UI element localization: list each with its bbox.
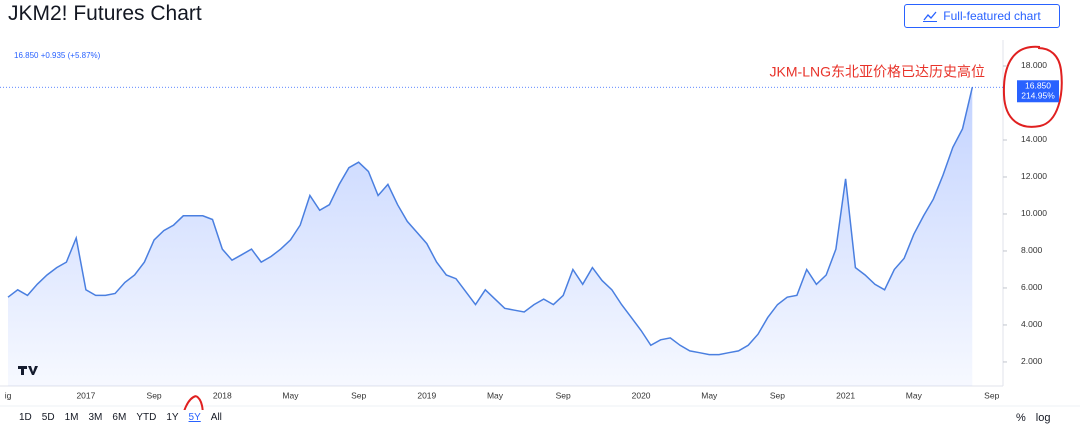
range-button[interactable]: YTD: [136, 412, 157, 423]
annotation: JKM-LNG东北亚价格已达历史高位: [770, 64, 985, 80]
quote: 16.850 +0.935 (+5.87%): [14, 51, 101, 60]
x-tick-label: 2021: [836, 390, 855, 400]
icon: [923, 11, 938, 22]
price-tag-label: 16.850: [1025, 81, 1051, 91]
x-tick-label: Sep: [984, 390, 999, 400]
scale-button[interactable]: %: [1016, 412, 1026, 424]
y-tick-label: 18.000: [1021, 60, 1047, 70]
range-button[interactable]: 3M: [88, 412, 103, 423]
y-tick-label: 12.000: [1021, 171, 1047, 181]
x-tick-label: Sep: [556, 390, 571, 400]
range-bar: 1D 5D 1M 3M 6M YTD 1Y 5Y All: [14, 412, 227, 423]
y-tick-label: 4.000: [1021, 319, 1043, 329]
x-tick-label: 2019: [417, 390, 436, 400]
x-tick-label: Sep: [147, 390, 162, 400]
scale-button[interactable]: log: [1035, 412, 1051, 424]
range-button[interactable]: 5Y: [188, 412, 201, 423]
x-tick-label: 2017: [76, 390, 95, 400]
hand-circle: [1002, 45, 1063, 128]
hand-circle: [183, 395, 204, 410]
chart: JKM-LNG东北亚价格已达历史高位 2.000 4.000 6.000 8.000 1…: [0, 40, 1080, 410]
change-tag-label: 214.95%: [1021, 91, 1055, 101]
y-tick-label: 6.000: [1021, 282, 1043, 292]
x-tick-label: Sep: [351, 390, 366, 400]
range-button[interactable]: 5D: [41, 412, 55, 423]
x-tick-label: 2018: [213, 390, 232, 400]
x-tick-label: May: [701, 390, 718, 400]
range-button[interactable]: 1M: [64, 412, 79, 423]
full-chart-button[interactable]: Full-featured chart: [904, 4, 1060, 28]
y-tick-label: 8.000: [1021, 245, 1043, 255]
button-label: Full-featured chart: [943, 9, 1041, 23]
x-tick-label: May: [282, 390, 299, 400]
title: JKM2! Futures Chart: [8, 2, 202, 25]
y-tick-label: 10.000: [1021, 208, 1047, 218]
x-tick-label: 2020: [632, 390, 651, 400]
y-tick-label: 14.000: [1021, 134, 1047, 144]
range-button[interactable]: 1Y: [166, 412, 179, 423]
x-tick-label: ig: [5, 390, 12, 400]
range-button[interactable]: All: [210, 412, 222, 423]
x-tick-label: May: [487, 390, 504, 400]
line: [7, 87, 974, 356]
x-tick-label: May: [906, 390, 923, 400]
area: [8, 87, 973, 387]
scale-bar: % log: [1016, 412, 1050, 424]
range-button[interactable]: 1D: [19, 412, 32, 423]
x-tick-label: Sep: [770, 390, 785, 400]
y-tick-label: 2.000: [1021, 356, 1043, 366]
price-tag: [1017, 80, 1059, 103]
range-button[interactable]: 6M: [112, 412, 127, 423]
